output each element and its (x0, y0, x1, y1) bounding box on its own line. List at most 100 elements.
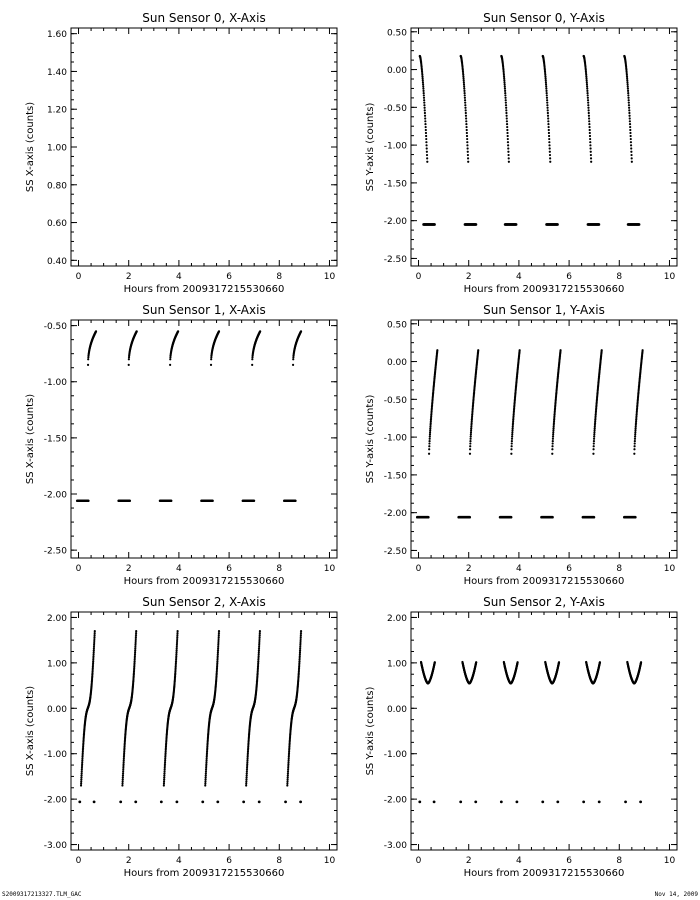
data-point (93, 634, 96, 637)
plot-frame (410, 611, 678, 851)
data-point (287, 763, 290, 766)
data-point (549, 157, 552, 160)
data-point (251, 363, 254, 367)
data-point (592, 515, 596, 519)
data-point (428, 442, 431, 445)
y-tick-label: -1.50 (384, 471, 408, 481)
data-point (175, 658, 178, 661)
data-series (418, 54, 641, 226)
data-point (258, 634, 261, 637)
data-point (176, 630, 179, 633)
data-point (134, 639, 137, 643)
y-tick-label: -2.00 (44, 491, 68, 501)
data-point (94, 330, 98, 333)
data-point (81, 763, 84, 766)
data-point (204, 774, 207, 777)
data-point (548, 137, 551, 141)
data-point (511, 433, 514, 436)
x-tick-label: 10 (664, 272, 676, 282)
y-tick-label: 0.00 (47, 705, 67, 715)
y-axis-label: SS Y-axis (counts) (365, 394, 376, 483)
data-point (299, 641, 302, 645)
data-point (430, 415, 433, 418)
data-point (429, 427, 432, 430)
data-point (164, 745, 168, 748)
data-point (123, 750, 126, 753)
data-point (586, 92, 589, 95)
data-point (427, 452, 431, 455)
data-point (510, 442, 513, 445)
data-point (242, 800, 246, 804)
data-point (259, 330, 262, 333)
data-point (423, 104, 426, 107)
data-point (429, 416, 433, 420)
data-point (511, 422, 515, 425)
data-point (134, 647, 137, 650)
data-point (587, 101, 590, 104)
data-point (217, 647, 220, 650)
data-point (588, 123, 591, 126)
data-point (92, 658, 95, 661)
data-point (258, 635, 261, 639)
data-point (122, 766, 125, 769)
data-point (286, 784, 289, 787)
data-point (217, 630, 221, 633)
data-point (258, 643, 261, 647)
data-point (587, 106, 590, 109)
data-point (422, 89, 425, 92)
data-point (164, 752, 167, 755)
data-point (127, 358, 130, 361)
data-point (546, 104, 549, 107)
data-point (512, 420, 515, 423)
data-point (133, 651, 137, 654)
data-point (286, 774, 289, 777)
data-point (425, 137, 428, 141)
data-point (286, 778, 289, 781)
data-point (592, 445, 595, 448)
x-tick-label: 0 (76, 856, 82, 866)
data-point (505, 109, 508, 112)
data-point (626, 83, 629, 86)
data-point (598, 661, 602, 664)
y-tick-label: 0.00 (387, 705, 407, 715)
data-point (286, 770, 290, 773)
y-tick-label: 0.40 (47, 257, 67, 267)
plot-frame (410, 319, 678, 559)
data-point (92, 647, 95, 650)
data-point (204, 780, 207, 783)
data-point (256, 667, 259, 670)
data-point (298, 651, 302, 654)
y-tick-label: -2.00 (44, 796, 68, 806)
data-point (510, 452, 513, 455)
data-point (127, 363, 130, 367)
data-point (162, 784, 165, 787)
data-point (429, 422, 432, 425)
data-point (499, 800, 503, 804)
y-axis-label: SS Y-axis (counts) (365, 686, 376, 775)
data-point (600, 349, 603, 352)
data-point (175, 653, 178, 656)
data-point (546, 114, 550, 117)
data-point (552, 427, 555, 430)
data-point (547, 125, 550, 129)
data-point (87, 358, 90, 361)
data-point (633, 452, 636, 455)
data-point (625, 68, 628, 71)
data-point (425, 144, 428, 147)
data-point (245, 774, 248, 777)
data-point (299, 647, 302, 650)
data-point (175, 655, 178, 658)
data-point (246, 752, 249, 755)
data-point (82, 743, 85, 747)
data-point (471, 410, 474, 413)
x-axis-label: Hours from 2009317215530660 (124, 868, 285, 879)
y-tick-label: 1.20 (47, 106, 67, 116)
x-axis-label: Hours from 2009317215530660 (464, 576, 625, 587)
data-point (429, 423, 432, 427)
data-point (123, 747, 126, 750)
data-point (425, 150, 428, 153)
x-tick-label: 10 (324, 564, 336, 574)
data-point (216, 663, 219, 667)
data-point (86, 363, 90, 367)
data-point (506, 128, 509, 132)
